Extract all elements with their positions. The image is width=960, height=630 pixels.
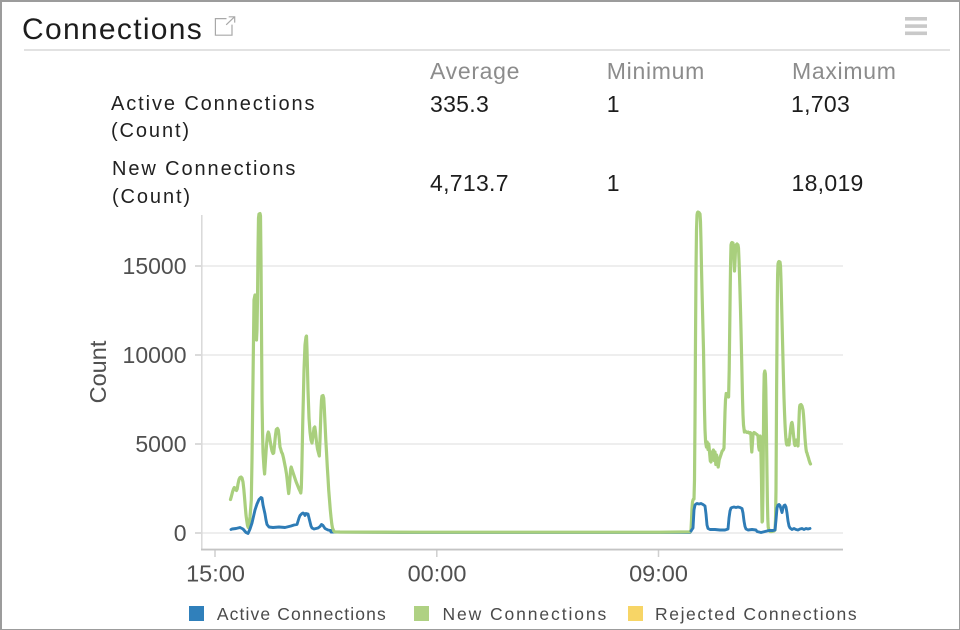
svg-text:15000: 15000 <box>123 253 187 279</box>
svg-text:0: 0 <box>174 520 187 546</box>
svg-text:00:00: 00:00 <box>408 561 467 587</box>
svg-text:09:00: 09:00 <box>629 561 688 587</box>
svg-text:5000: 5000 <box>135 431 186 457</box>
svg-text:15:00: 15:00 <box>186 561 245 587</box>
svg-text:Count: Count <box>85 340 111 403</box>
svg-text:10000: 10000 <box>123 342 187 368</box>
